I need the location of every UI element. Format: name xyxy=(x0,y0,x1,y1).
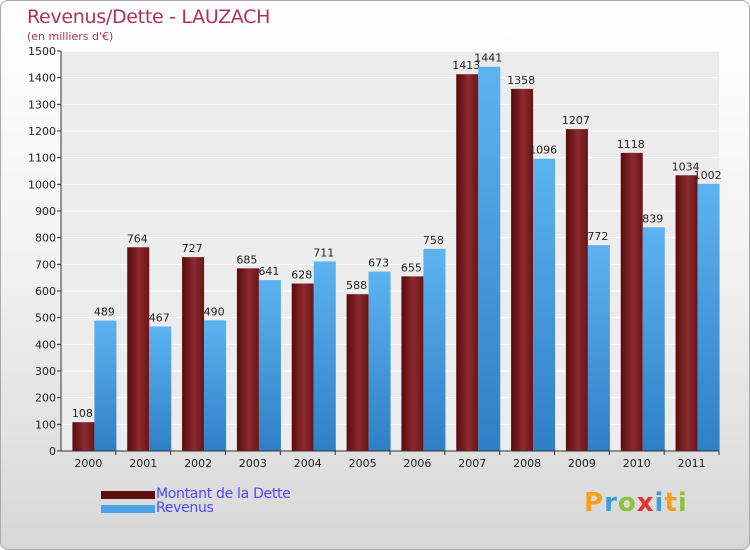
y-tick-label-400: 400 xyxy=(35,338,56,351)
logo-letter-1: r xyxy=(604,488,618,518)
value-label-dette-2009: 1207 xyxy=(562,114,590,127)
x-tick-label-2004: 2004 xyxy=(294,457,322,470)
value-label-revenus-2006: 758 xyxy=(423,234,444,247)
logo-letter-5: t xyxy=(664,488,678,518)
value-label-dette-2007: 1413 xyxy=(452,59,480,72)
chart-subtitle: (en milliers d'€) xyxy=(27,30,114,43)
legend-swatch-revenus xyxy=(101,505,155,513)
y-tick-label-800: 800 xyxy=(35,232,56,245)
value-label-dette-2000: 108 xyxy=(72,407,93,420)
value-label-revenus-2010: 839 xyxy=(642,212,663,225)
x-axis-ticks: 2000 2001 2002 2003 2004 2005 2006 2007 2008 2009… xyxy=(74,451,720,470)
y-tick-label-1500: 1500 xyxy=(28,45,56,58)
legend-item-revenus: Revenus xyxy=(101,500,361,517)
y-tick-label-900: 900 xyxy=(35,205,56,218)
x-tick-label-2011: 2011 xyxy=(678,457,706,470)
legend-label-revenus: Revenus xyxy=(156,500,214,516)
value-label-revenus-2003: 641 xyxy=(258,265,279,278)
bar-dette-2006 xyxy=(401,276,424,451)
bar-dette-2010 xyxy=(620,152,643,451)
bar-dette-2009 xyxy=(565,129,588,451)
value-label-dette-2002: 727 xyxy=(182,242,203,255)
value-label-revenus-2004: 711 xyxy=(313,246,334,259)
logo-letter-6: i xyxy=(677,488,688,518)
value-label-revenus-2005: 673 xyxy=(368,257,389,270)
x-tick-label-2002: 2002 xyxy=(184,457,212,470)
y-tick-label-300: 300 xyxy=(35,365,56,378)
bar-dette-2008 xyxy=(511,88,534,451)
bar-dette-2003 xyxy=(236,268,259,451)
y-tick-label-600: 600 xyxy=(35,285,56,298)
x-tick-label-2000: 2000 xyxy=(74,457,102,470)
chart-title: Revenus/Dette - LAUZACH xyxy=(27,6,271,28)
bar-revenus-2003 xyxy=(258,280,281,451)
value-label-revenus-2009: 772 xyxy=(587,230,608,243)
bar-dette-2005 xyxy=(346,294,369,451)
y-tick-label-500: 500 xyxy=(35,312,56,325)
legend-item-dette: Montant de la Dette xyxy=(101,486,361,503)
bar-revenus-2004 xyxy=(313,261,336,451)
bar-dette-2004 xyxy=(291,283,314,451)
bar-revenus-2001 xyxy=(149,326,172,451)
logo-letter-4: i xyxy=(654,488,665,518)
y-tick-label-1200: 1200 xyxy=(28,125,56,138)
logo-letter-0: P xyxy=(584,488,605,518)
value-label-dette-2004: 628 xyxy=(291,269,312,282)
bar-revenus-2009 xyxy=(587,245,610,451)
x-tick-label-2010: 2010 xyxy=(623,457,651,470)
value-label-revenus-2007: 1441 xyxy=(474,52,502,65)
x-tick-label-2008: 2008 xyxy=(513,457,541,470)
logo-letter-2: o xyxy=(617,488,637,518)
value-label-dette-2011: 1034 xyxy=(672,160,700,173)
bar-dette-2002 xyxy=(182,257,205,451)
y-tick-label-1400: 1400 xyxy=(28,72,56,85)
x-tick-label-2001: 2001 xyxy=(129,457,157,470)
bar-revenus-2008 xyxy=(533,158,556,451)
legend-label-dette: Montant de la Dette xyxy=(156,486,291,502)
bar-revenus-2011 xyxy=(697,183,720,452)
bar-revenus-2010 xyxy=(642,227,665,451)
y-tick-label-1000: 1000 xyxy=(28,178,56,191)
value-label-dette-2001: 764 xyxy=(127,232,148,245)
value-label-revenus-2008: 1096 xyxy=(529,144,557,157)
logo-letter-3: x xyxy=(636,488,655,518)
bar-revenus-2006 xyxy=(423,248,446,451)
proxiti-logo: Proxiti xyxy=(584,488,688,518)
value-label-revenus-2002: 490 xyxy=(204,305,225,318)
value-label-revenus-2001: 467 xyxy=(149,311,170,324)
value-label-dette-2010: 1118 xyxy=(617,138,645,151)
y-tick-label-1100: 1100 xyxy=(28,152,56,165)
x-tick-label-2005: 2005 xyxy=(349,457,377,470)
bar-dette-2011 xyxy=(675,175,698,451)
y-tick-label-100: 100 xyxy=(35,418,56,431)
axes xyxy=(60,51,719,452)
legend-swatch-dette xyxy=(101,491,155,499)
bar-revenus-2007 xyxy=(478,66,501,451)
x-tick-label-2006: 2006 xyxy=(403,457,431,470)
value-label-dette-2005: 588 xyxy=(346,279,367,292)
x-tick-label-2003: 2003 xyxy=(239,457,267,470)
x-tick-label-2009: 2009 xyxy=(568,457,596,470)
bar-revenus-2002 xyxy=(204,320,227,451)
value-label-dette-2008: 1358 xyxy=(507,74,535,87)
bar-dette-2001 xyxy=(127,247,150,451)
y-tick-label-700: 700 xyxy=(35,258,56,271)
y-tick-label-200: 200 xyxy=(35,392,56,405)
bar-dette-2007 xyxy=(456,74,479,451)
value-label-revenus-2000: 489 xyxy=(94,306,115,319)
value-label-dette-2003: 685 xyxy=(236,253,257,266)
value-label-revenus-2011: 1002 xyxy=(694,169,722,182)
bar-dette-2000 xyxy=(72,422,95,451)
bar-revenus-2005 xyxy=(368,271,391,451)
value-label-dette-2006: 655 xyxy=(401,261,422,274)
x-tick-label-2007: 2007 xyxy=(458,457,486,470)
y-tick-label-0: 0 xyxy=(49,445,56,458)
y-axis-ticks: 0 100 200 300 400 500 600 700 800 900 1000 1100 1200… xyxy=(28,45,61,458)
bar-revenus-2000 xyxy=(94,320,117,451)
y-tick-label-1300: 1300 xyxy=(28,98,56,111)
